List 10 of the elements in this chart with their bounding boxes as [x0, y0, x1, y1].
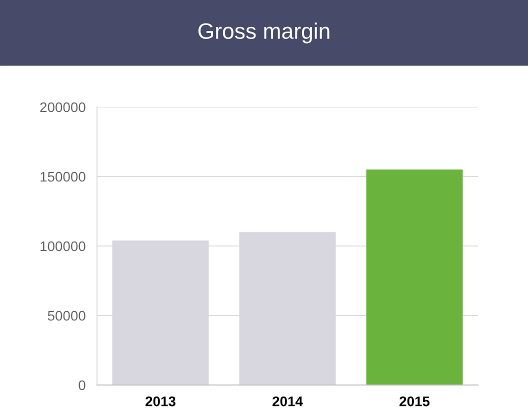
x-tick-label: 2015: [400, 396, 430, 406]
y-tick-label: 100000: [40, 241, 86, 252]
x-tick-label: 2013: [146, 396, 176, 406]
y-tick-label: 0: [78, 380, 86, 390]
bar: [366, 170, 463, 385]
y-tick-label: 200000: [40, 102, 86, 112]
y-tick-label: 50000: [48, 310, 86, 321]
y-tick-label: 150000: [40, 172, 86, 182]
x-tick-label: 2014: [272, 396, 303, 406]
chart-title: Gross margin: [198, 22, 330, 44]
